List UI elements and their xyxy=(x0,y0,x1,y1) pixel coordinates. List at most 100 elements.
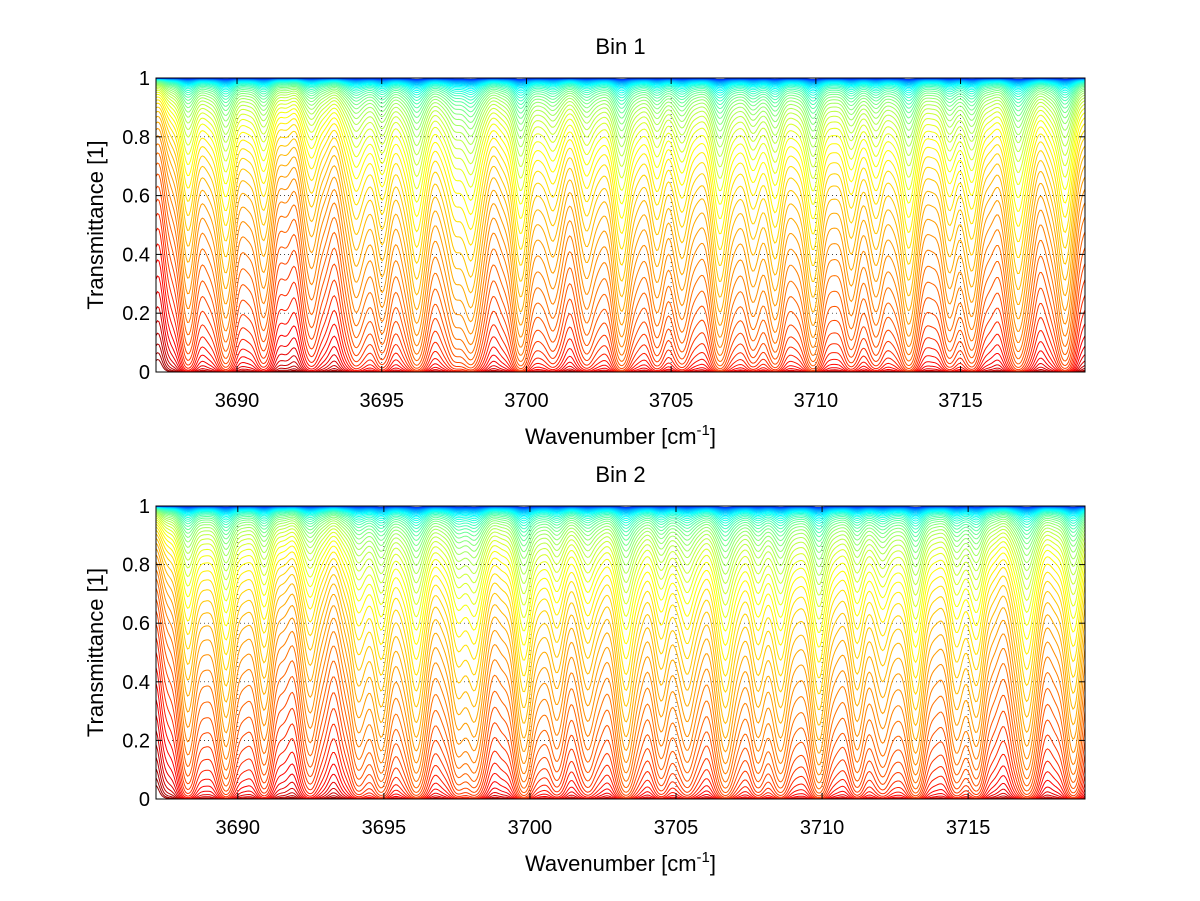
y-axis-label-bin-1: Transmittance [1] xyxy=(83,140,108,309)
series-line xyxy=(156,523,1085,649)
series-line xyxy=(156,598,1085,794)
y-tick-label: 0.4 xyxy=(122,672,150,694)
x-tick-label: 3710 xyxy=(800,817,845,839)
y-tick-label: 0 xyxy=(139,789,150,811)
x-tick-label: 3705 xyxy=(654,817,699,839)
series-line xyxy=(156,514,1085,586)
series-line xyxy=(156,259,1085,372)
y-axis-label-bin-2: Transmittance [1] xyxy=(83,568,108,737)
series-line xyxy=(156,508,1085,538)
series-line xyxy=(156,515,1085,596)
series-group-bin-2 xyxy=(156,505,1085,799)
series-line xyxy=(156,510,1085,554)
series-line xyxy=(156,173,1085,367)
x-axis-label-bin-1: Wavenumber [cm-1] xyxy=(525,422,716,449)
series-line xyxy=(156,143,1085,348)
series-line xyxy=(156,637,1085,799)
x-tick-label: 3715 xyxy=(946,817,991,839)
x-tick-label: 3705 xyxy=(649,390,694,412)
series-line xyxy=(156,93,1085,205)
series-line xyxy=(156,507,1085,524)
subplot-bin-1: 3690 3695 3700 3705 3710 3715 0 0.2 0.4 0.6 0.8 1 B… xyxy=(83,34,1086,449)
series-line xyxy=(156,526,1085,664)
series-line xyxy=(156,81,1085,119)
x-tick-label: 3715 xyxy=(938,390,983,412)
series-line xyxy=(156,79,1085,102)
series-line xyxy=(156,507,1085,530)
series-line xyxy=(156,519,1085,620)
series-line xyxy=(156,506,1085,520)
x-tick-label: 3700 xyxy=(508,817,553,839)
series-line xyxy=(156,96,1085,220)
series-line xyxy=(156,162,1085,363)
series-line xyxy=(156,511,1085,560)
series-line xyxy=(156,521,1085,634)
series-line xyxy=(156,509,1085,542)
series-line xyxy=(156,587,1085,790)
series-line xyxy=(156,80,1085,106)
chart-title-bin-1: Bin 1 xyxy=(595,34,645,59)
series-line xyxy=(156,84,1085,140)
series-line xyxy=(156,91,1085,192)
series-line xyxy=(156,290,1085,372)
series-line xyxy=(156,78,1085,92)
y-tick-label: 0.8 xyxy=(122,555,150,577)
series-line xyxy=(156,102,1085,251)
ticks-bin-2: 3690 3695 3700 3705 3710 3715 0 0.2 0.4 0.6 0.8 1 xyxy=(122,496,1085,839)
series-line xyxy=(156,79,1085,96)
series-line xyxy=(156,198,1085,371)
chart-title-bin-2: Bin 2 xyxy=(595,462,645,487)
series-line xyxy=(156,115,1085,298)
series-line xyxy=(156,212,1085,372)
series-line xyxy=(156,506,1085,517)
y-tick-label: 1 xyxy=(139,68,150,90)
series-line xyxy=(156,185,1085,370)
series-line xyxy=(156,127,1085,326)
x-tick-label: 3700 xyxy=(504,390,549,412)
series-line xyxy=(156,99,1085,235)
x-tick-label: 3690 xyxy=(215,390,260,412)
x-tick-label: 3690 xyxy=(216,817,261,839)
series-line xyxy=(156,79,1085,94)
series-line xyxy=(156,110,1085,283)
axes-frame-bin-2 xyxy=(155,505,1086,800)
ticks-bin-1: 3690 3695 3700 3705 3710 3715 0 0.2 0.4 0.6 0.8 1 xyxy=(122,68,1085,412)
series-line xyxy=(156,509,1085,548)
subplot-bin-2: 3690 3695 3700 3705 3710 3715 0 0.2 0.4 0.6 0.8 1 B… xyxy=(83,462,1086,876)
series-line xyxy=(156,537,1085,711)
series-line xyxy=(156,554,1085,755)
series-line xyxy=(156,561,1085,766)
series-line xyxy=(156,623,1085,799)
series-line xyxy=(156,506,1085,518)
series-line xyxy=(156,135,1085,338)
series-line xyxy=(156,121,1085,313)
series-line xyxy=(156,508,1085,534)
series-line xyxy=(156,610,1085,797)
series-line xyxy=(156,517,1085,608)
series-line xyxy=(156,81,1085,114)
series-line xyxy=(156,651,1085,799)
x-axis-label-bin-2: Wavenumber [cm-1] xyxy=(525,849,716,876)
y-tick-label: 0.2 xyxy=(122,730,150,752)
y-tick-label: 0.2 xyxy=(122,303,150,325)
series-line xyxy=(156,578,1085,784)
series-line xyxy=(156,533,1085,695)
series-line xyxy=(156,79,1085,99)
series-line xyxy=(156,505,1085,508)
series-line xyxy=(156,89,1085,179)
series-line xyxy=(156,88,1085,168)
series-line xyxy=(156,82,1085,125)
series-line xyxy=(156,507,1085,522)
series-line xyxy=(156,529,1085,679)
series-line xyxy=(156,275,1085,372)
y-tick-label: 0.6 xyxy=(122,613,150,635)
series-line xyxy=(156,80,1085,110)
series-line xyxy=(156,86,1085,157)
series-line xyxy=(156,78,1085,90)
y-tick-label: 1 xyxy=(139,496,150,518)
y-tick-label: 0.8 xyxy=(122,127,150,149)
series-line xyxy=(156,513,1085,576)
y-tick-label: 0.6 xyxy=(122,186,150,208)
y-tick-label: 0.4 xyxy=(122,244,150,266)
